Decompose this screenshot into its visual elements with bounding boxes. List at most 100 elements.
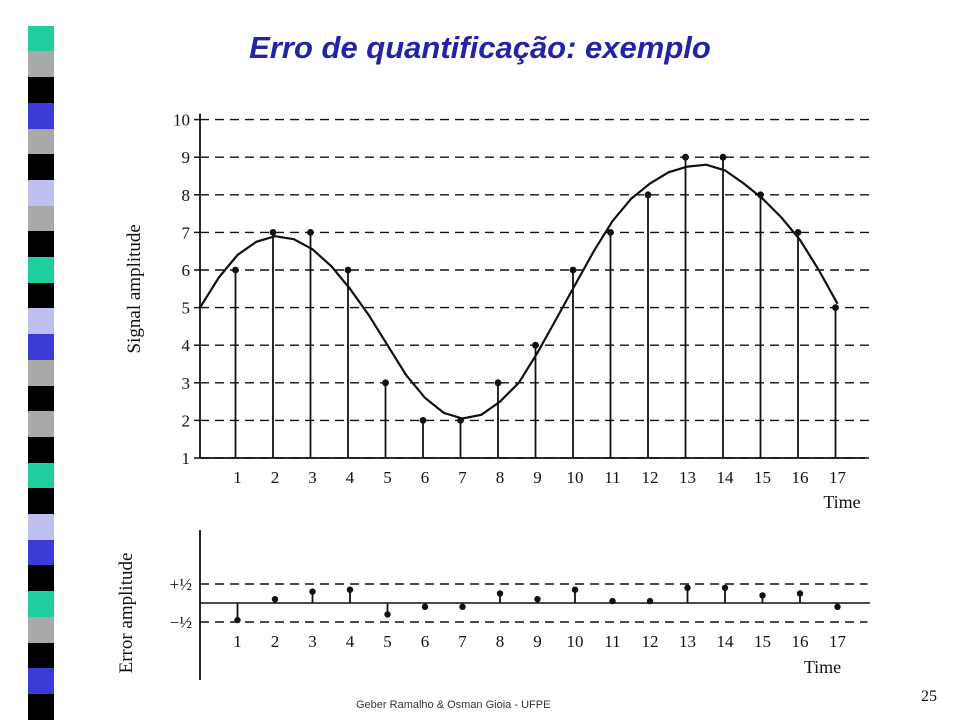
x-tick-label: 5 (383, 468, 392, 487)
sample-point (344, 266, 352, 274)
sample-point (419, 417, 427, 424)
x-tick-label: 3 (308, 632, 317, 651)
x-tick-label: 8 (496, 468, 505, 487)
x-tick-label: 4 (346, 632, 355, 651)
stripe-block (28, 308, 54, 335)
page-number: 25 (921, 688, 937, 705)
stripe-block (28, 616, 54, 643)
sample-point (382, 379, 389, 387)
signal-curve (199, 163, 839, 420)
sample-point (494, 379, 502, 387)
x-axis-label: Time (804, 657, 841, 677)
y-axis-label: Error amplitude (116, 553, 137, 674)
stripe-block (28, 668, 54, 694)
x-tick-label: 13 (679, 468, 696, 487)
error-point (646, 597, 654, 605)
x-tick-label: 7 (458, 468, 467, 487)
error-point (759, 592, 766, 599)
x-tick-label: 11 (604, 632, 620, 651)
y-tick-label: 3 (182, 374, 191, 393)
stripe-block (28, 539, 54, 566)
y-tick-label: 6 (182, 261, 191, 280)
y-tick-label: −½ (170, 613, 193, 632)
x-tick-label: 12 (642, 468, 659, 487)
y-tick-label: 10 (173, 111, 190, 130)
error-point (684, 584, 691, 591)
slide-title: Erro de quantificação: exemplo (249, 30, 711, 65)
error-point (421, 603, 429, 610)
stripe-block (28, 385, 54, 412)
x-tick-label: 12 (642, 632, 659, 651)
stripe-block (28, 25, 54, 52)
error-point (571, 586, 579, 593)
y-axis-label: Signal amplitude (124, 224, 145, 353)
error-point (496, 590, 504, 597)
x-tick-label: 9 (533, 632, 542, 651)
x-tick-label: 14 (717, 468, 735, 487)
x-tick-label: 5 (383, 632, 392, 651)
x-tick-label: 7 (458, 632, 467, 651)
x-tick-label: 16 (792, 468, 809, 487)
stripe-block (28, 334, 54, 360)
y-tick-label: 7 (182, 223, 191, 242)
error-point (346, 586, 354, 593)
error-point (609, 597, 616, 605)
x-tick-label: 4 (346, 468, 355, 487)
x-tick-label: 15 (754, 468, 771, 487)
stripe-block (28, 462, 54, 489)
stripe-block (28, 488, 54, 515)
x-tick-label: 6 (421, 468, 430, 487)
x-tick-label: 11 (604, 468, 620, 487)
footer-credit: Geber Ramalho & Osman Gioia - UFPE (356, 699, 551, 711)
x-tick-label: 14 (717, 632, 735, 651)
x-tick-label: 1 (233, 468, 242, 487)
sample-point (644, 191, 652, 199)
sample-point (457, 417, 464, 424)
y-tick-label: 2 (182, 411, 191, 430)
sample-point (719, 153, 727, 161)
error-point (234, 616, 241, 624)
sample-point (232, 266, 239, 274)
y-tick-label: 1 (182, 449, 191, 468)
stripe-block (28, 102, 54, 129)
stripe-block (28, 205, 54, 232)
x-tick-label: 16 (792, 632, 809, 651)
x-tick-label: 8 (496, 632, 505, 651)
stripe-block (28, 411, 54, 437)
x-tick-label: 17 (829, 632, 847, 651)
sample-point (794, 229, 802, 236)
sample-point (607, 229, 614, 236)
sample-point (757, 191, 764, 199)
y-tick-label: 9 (182, 148, 191, 167)
error-point (271, 596, 279, 603)
stripe-block (28, 128, 54, 155)
x-tick-label: 17 (829, 468, 847, 487)
sample-point (682, 153, 689, 161)
x-tick-label: 15 (754, 632, 771, 651)
error-point (834, 603, 841, 610)
stripe-block (28, 0, 54, 26)
stripe-block (28, 77, 54, 103)
y-tick-label: 4 (182, 336, 191, 355)
error-point (459, 603, 466, 610)
y-tick-label: 5 (182, 299, 191, 318)
error-point (534, 596, 541, 603)
stripe-block (28, 359, 54, 386)
stripe-block (28, 179, 54, 206)
x-axis-label: Time (823, 492, 860, 512)
y-tick-label: +½ (170, 575, 193, 594)
stripe-block (28, 642, 54, 669)
error-point (796, 590, 804, 597)
x-tick-label: 9 (533, 468, 542, 487)
x-tick-label: 10 (567, 632, 584, 651)
x-tick-label: 2 (271, 632, 280, 651)
x-tick-label: 10 (567, 468, 584, 487)
x-tick-label: 2 (271, 468, 280, 487)
y-tick-label: 8 (182, 186, 191, 205)
x-tick-label: 13 (679, 632, 696, 651)
stripe-block (28, 436, 54, 463)
stripe-block (28, 591, 54, 617)
sample-point (832, 304, 839, 311)
sample-point (532, 341, 539, 349)
